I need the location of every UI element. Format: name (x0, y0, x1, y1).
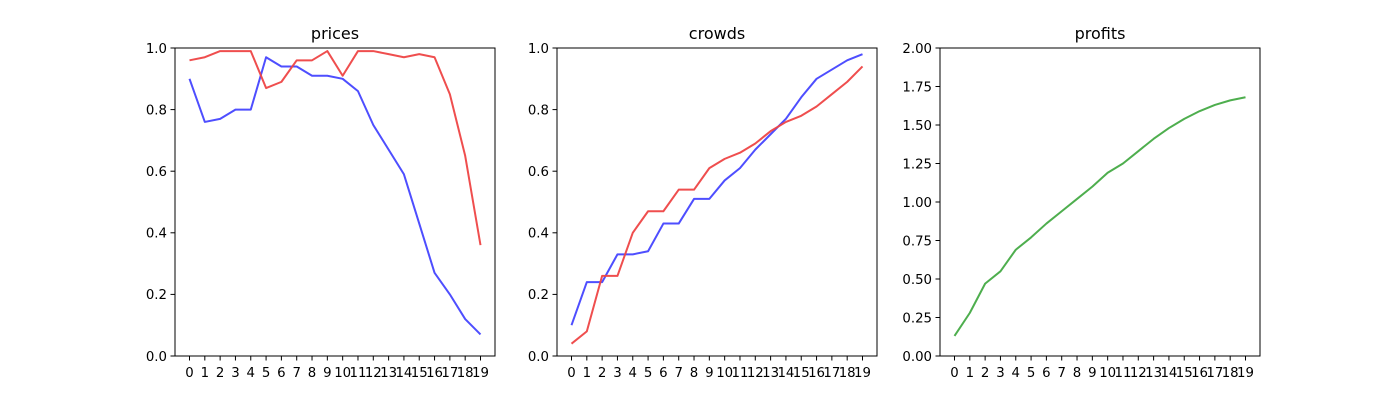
profits-y-tick-label: 0.00 (902, 350, 932, 365)
crowds-y-tick-label: 0.0 (528, 350, 549, 365)
prices-y-tick-label: 0.4 (146, 227, 167, 242)
crowds-x-tick-label: 7 (674, 366, 682, 381)
profits-x-tick-label: 6 (1042, 366, 1050, 381)
profits-x-tick-label: 7 (1057, 366, 1065, 381)
prices-x-tick-label: 10 (334, 366, 351, 381)
prices-x-tick-label: 15 (411, 366, 428, 381)
crowds-x-tick-label: 13 (762, 366, 779, 381)
profits-x-tick-label: 17 (1206, 366, 1223, 381)
crowds-y-tick-label: 0.4 (528, 227, 549, 242)
crowds-x-tick-label: 16 (808, 366, 825, 381)
profits-axes-frame (939, 47, 1261, 357)
prices-x-tick-label: 3 (231, 366, 239, 381)
profits-x-tick-label: 16 (1191, 366, 1208, 381)
prices-x-tick-label: 0 (185, 366, 193, 381)
profits-series-0-line (953, 96, 1246, 337)
crowds-panel: crowds 0 1 2 3 4 5 6 7 8 9 101112131415161718190.0… (528, 24, 878, 381)
crowds-axes-frame (556, 47, 878, 357)
prices-panel: prices 0 1 2 3 4 5 6 7 8 9 101112131415161718190.0… (146, 24, 496, 381)
prices-x-tick-label: 18 (457, 366, 474, 381)
profits-y-tick-label: 1.00 (902, 196, 932, 211)
crowds-x-tick-label: 18 (839, 366, 856, 381)
crowds-x-tick-label: 17 (823, 366, 840, 381)
profits-x-tick-label: 19 (1237, 366, 1254, 381)
crowds-x-tick-label: 3 (613, 366, 621, 381)
prices-x-tick-label: 9 (323, 366, 331, 381)
crowds-y-tick-label: 0.8 (528, 103, 549, 118)
crowds-x-tick-label: 8 (690, 366, 698, 381)
crowds-x-tick-label: 2 (598, 366, 606, 381)
prices-x-tick-label: 13 (380, 366, 397, 381)
profits-x-tick-label: 2 (981, 366, 989, 381)
profits-x-tick-label: 15 (1176, 366, 1193, 381)
profits-x-tick-label: 13 (1145, 366, 1162, 381)
crowds-title: crowds (689, 24, 745, 43)
crowds-series-1-line (570, 65, 864, 345)
crowds-y-tick-label: 0.6 (528, 165, 549, 180)
prices-x-tick-label: 4 (247, 366, 255, 381)
prices-y-tick-label: 0.8 (146, 103, 167, 118)
crowds-x-tick-label: 0 (567, 366, 575, 381)
crowds-series-0-line (570, 53, 863, 326)
crowds-x-tick-label: 10 (716, 366, 733, 381)
prices-x-tick-label: 17 (441, 366, 458, 381)
prices-y-tick-label: 0.6 (146, 165, 167, 180)
profits-title: profits (1075, 24, 1126, 43)
crowds-x-tick-label: 5 (644, 366, 652, 381)
prices-x-tick-label: 2 (216, 366, 224, 381)
prices-y-tick-label: 1.0 (146, 42, 167, 57)
profits-panel: profits 0 1 2 3 4 5 6 7 8 9 101112131415161718190.… (902, 24, 1261, 381)
prices-x-tick-label: 16 (426, 366, 443, 381)
profits-x-tick-label: 9 (1088, 366, 1096, 381)
prices-x-tick-label: 7 (292, 366, 300, 381)
crowds-x-tick-label: 4 (629, 366, 637, 381)
crowds-x-tick-label: 1 (583, 366, 591, 381)
profits-x-tick-label: 18 (1222, 366, 1239, 381)
profits-y-tick-label: 1.75 (902, 80, 932, 95)
profits-y-tick-label: 0.50 (902, 273, 932, 288)
prices-series-1-line (189, 50, 482, 246)
prices-x-tick-label: 6 (277, 366, 285, 381)
prices-x-tick-label: 5 (262, 366, 270, 381)
profits-x-tick-label: 8 (1073, 366, 1081, 381)
profits-x-tick-label: 4 (1012, 366, 1020, 381)
prices-axes-frame (174, 47, 496, 357)
prices-y-tick-label: 0.2 (146, 288, 167, 303)
profits-y-tick-label: 0.25 (902, 311, 932, 326)
prices-y-tick-label: 0.0 (146, 350, 167, 365)
crowds-x-tick-label: 19 (854, 366, 871, 381)
prices-series-0-line (188, 56, 482, 336)
profits-x-tick-label: 0 (950, 366, 958, 381)
prices-x-tick-label: 11 (350, 366, 367, 381)
profits-x-tick-label: 5 (1027, 366, 1035, 381)
crowds-x-tick-label: 14 (777, 366, 794, 381)
profits-x-tick-label: 11 (1115, 366, 1132, 381)
profits-x-tick-label: 3 (996, 366, 1004, 381)
crowds-x-tick-label: 9 (705, 366, 713, 381)
profits-x-tick-label: 1 (966, 366, 974, 381)
crowds-y-tick-label: 0.2 (528, 288, 549, 303)
prices-x-tick-label: 19 (472, 366, 489, 381)
crowds-x-tick-label: 15 (793, 366, 810, 381)
crowds-x-tick-label: 12 (747, 366, 764, 381)
crowds-x-tick-label: 6 (659, 366, 667, 381)
prices-x-tick-label: 8 (308, 366, 316, 381)
profits-x-tick-label: 10 (1099, 366, 1116, 381)
prices-title: prices (311, 24, 359, 43)
profits-x-tick-label: 14 (1160, 366, 1177, 381)
profits-y-tick-label: 1.25 (902, 157, 932, 172)
prices-x-tick-label: 1 (201, 366, 209, 381)
profits-x-tick-label: 12 (1130, 366, 1147, 381)
crowds-x-tick-label: 11 (732, 366, 749, 381)
profits-y-tick-label: 0.75 (902, 234, 932, 249)
profits-y-tick-label: 1.50 (902, 119, 932, 134)
prices-x-tick-label: 12 (365, 366, 382, 381)
crowds-y-tick-label: 1.0 (528, 42, 549, 57)
profits-y-tick-label: 2.00 (902, 42, 932, 57)
prices-x-tick-label: 14 (395, 366, 412, 381)
